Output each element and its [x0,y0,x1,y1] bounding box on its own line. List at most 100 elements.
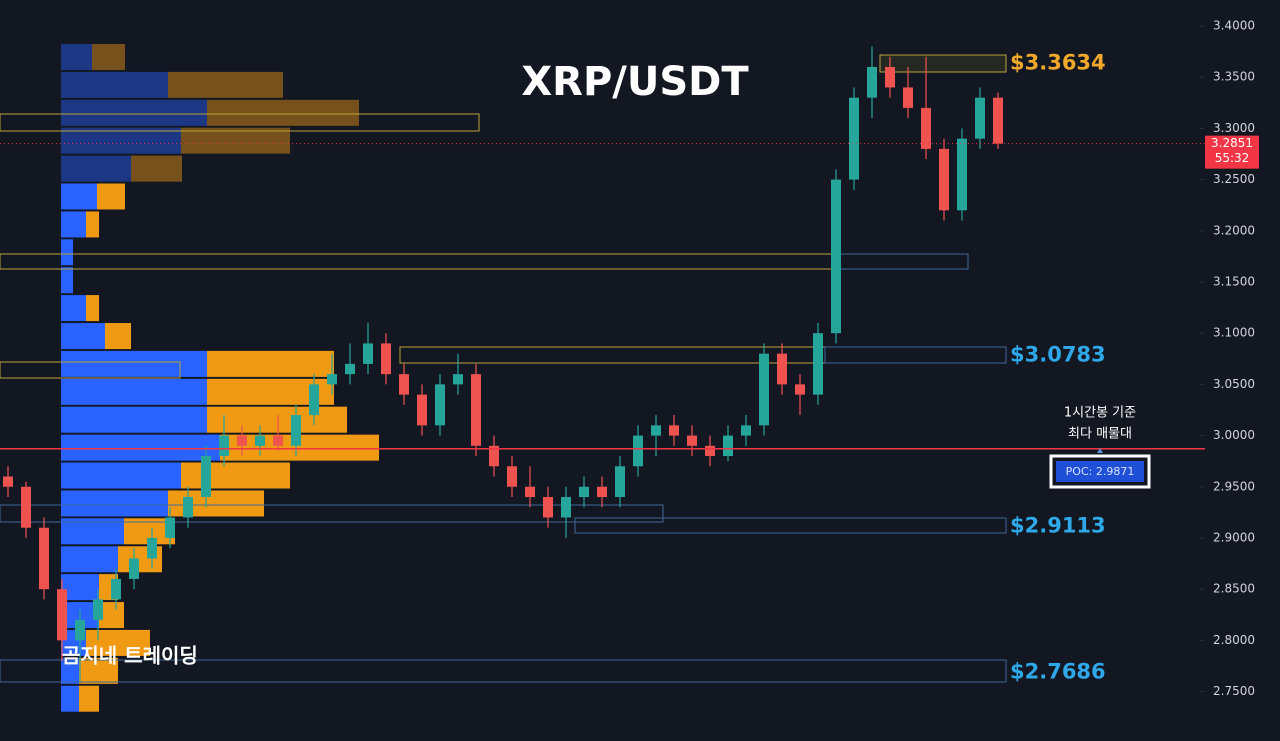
level-label: $3.0783 [1010,342,1106,366]
volume-profile [61,44,379,712]
profile-buy [61,350,207,377]
pointer [1097,448,1103,453]
y-tick-label: 3.2500 [1213,172,1255,186]
last-price: 3.2851 [1211,136,1253,150]
profile-buy [61,99,207,126]
candle-body [867,66,877,98]
candle-body [129,558,139,579]
candle-body [669,425,679,436]
y-tick-label: 2.8000 [1213,633,1255,647]
candle-body [831,179,841,334]
annotation: 최다 매물대 [1068,427,1132,442]
profile-sell [207,99,359,126]
profile-sell [168,71,283,98]
zone [0,361,181,379]
y-tick-label: 3.0000 [1213,428,1255,442]
candle-body [615,466,625,498]
candle-body [777,353,787,385]
candle-body [3,476,13,487]
profile-sell [105,323,131,350]
candle-body [165,517,175,538]
candle-body [201,456,211,498]
profile-sell [168,490,264,517]
candle-body [525,486,535,498]
candle-body [345,363,355,375]
y-tick-label: 3.3000 [1213,121,1255,135]
candle-body [273,435,283,446]
profile-buy [61,211,86,238]
profile-buy [61,239,73,266]
profile-buy [61,295,86,322]
y-tick-label: 2.9500 [1213,479,1255,493]
level-label: $2.9113 [1010,513,1106,537]
candle-body [57,589,67,641]
overlay: 2.7500 2.8000 2.8500 2.9000 2.9500 3.0000 3.05… [0,19,1259,698]
candle-body [723,435,733,457]
candle-body [183,497,193,518]
candle-body [705,445,715,457]
y-tick-label: 2.8500 [1213,582,1255,596]
profile-buy [61,490,168,517]
profile-buy [61,378,207,405]
y-tick-label: 2.7500 [1213,684,1255,698]
candle-body [93,599,103,620]
candle-body [903,87,913,108]
candle-body [237,435,247,446]
zone [0,113,480,132]
candle-body [417,394,427,426]
candle-body [993,97,1003,144]
candle-body [975,97,985,139]
profile-buy [61,267,73,294]
candle-body [435,384,445,426]
profile-sell [131,155,182,182]
candle-body [885,66,895,88]
candle-body [939,148,949,211]
candle-body [363,343,373,364]
candle-body [687,435,697,446]
candle-body [471,374,481,446]
profile-sell [86,629,150,656]
profile-buy [61,462,181,489]
profile-sell [207,406,347,433]
candle-body [291,415,301,446]
zone [574,517,1007,534]
profile-buy [61,323,105,350]
profile-sell [181,127,290,154]
profile-sell [79,685,99,712]
candle-body [759,353,769,426]
y-tick-label: 3.0500 [1213,377,1255,391]
profile-buy [61,574,99,601]
candle-body [309,384,319,416]
zone [0,253,834,270]
candle-body [849,97,859,180]
y-tick-label: 3.4000 [1213,19,1255,33]
candle-body [381,343,391,375]
profile-sell [97,183,125,210]
profile-sell [207,350,334,377]
poc-badge [1056,461,1144,482]
watermark: 곰지네 트레이딩 [62,644,198,668]
zone [0,659,1007,683]
candle-body [147,537,157,559]
candle-body [795,384,805,395]
profile-buy [61,406,207,433]
profile-sell [99,602,124,629]
candle-body [633,435,643,467]
candle-body [561,497,571,518]
candle-body [597,486,607,498]
price-tag [1205,135,1259,169]
y-tick-label: 3.1000 [1213,326,1255,340]
candle-body [813,333,823,395]
profile-buy [61,546,118,573]
candle-body [75,619,85,641]
candle-body [255,435,265,446]
level-label: $3.3634 [1010,50,1106,74]
profile-buy [61,127,181,154]
candle-body [543,497,553,518]
candle-body [957,138,967,211]
poc-label: POC: 2.9871 [1066,465,1135,478]
y-tick-label: 3.2000 [1213,223,1255,237]
profile-sell [86,295,99,322]
